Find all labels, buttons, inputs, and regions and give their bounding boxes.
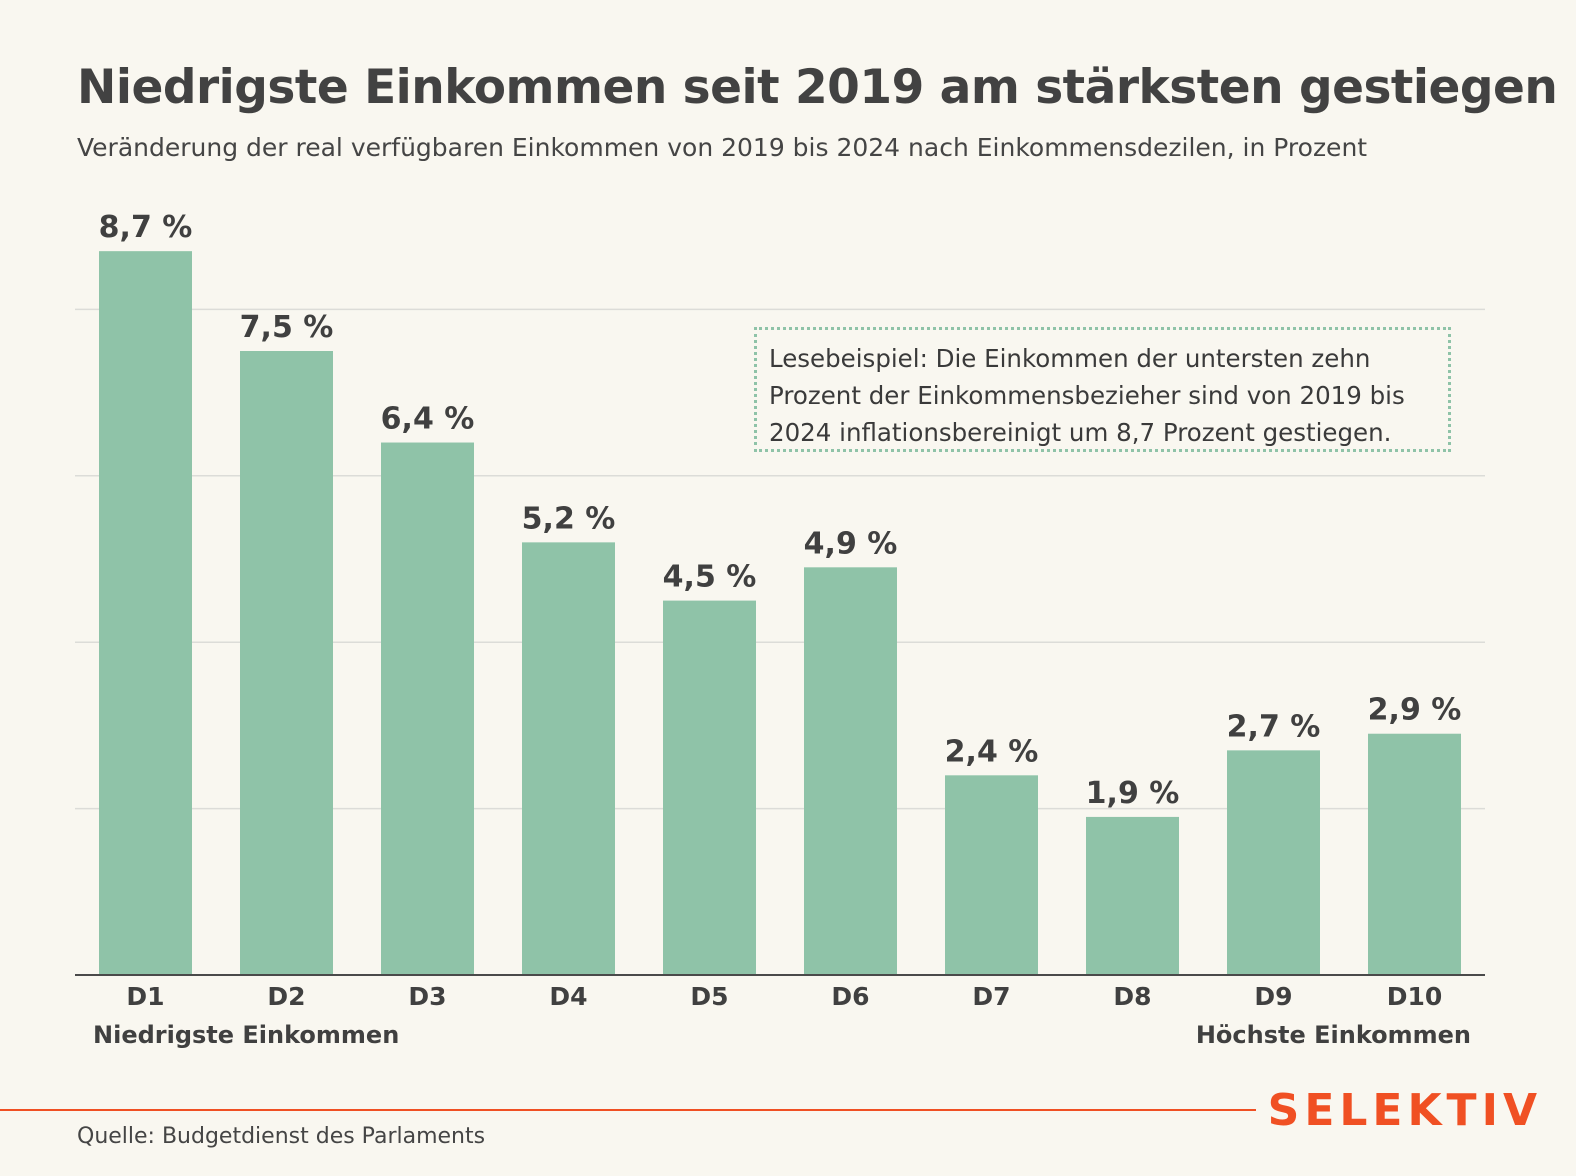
bar-d7 xyxy=(945,775,1038,975)
bar-d8 xyxy=(1086,816,1179,975)
category-label: D1 xyxy=(126,982,164,1011)
brand-logo[interactable]: SELEKTIV xyxy=(1267,1085,1542,1136)
highest-income-label: Höchste Einkommen xyxy=(1195,1021,1471,1049)
bar-d5 xyxy=(663,600,756,975)
bar-value-label: 1,9 % xyxy=(1086,776,1180,811)
bar-d10 xyxy=(1368,733,1461,975)
bar-value-label: 8,7 % xyxy=(99,210,193,245)
bar-d3 xyxy=(381,442,474,975)
bar-d9 xyxy=(1227,750,1320,975)
bar-d1 xyxy=(99,251,192,975)
category-label: D8 xyxy=(1113,982,1151,1011)
category-label: D10 xyxy=(1387,982,1443,1011)
bar-d4 xyxy=(522,542,615,975)
category-label: D2 xyxy=(267,982,305,1011)
bar-value-label: 4,9 % xyxy=(804,526,898,561)
bar-value-label: 5,2 % xyxy=(522,501,616,536)
category-label: D5 xyxy=(690,982,728,1011)
bar-value-label: 2,4 % xyxy=(945,734,1039,769)
category-label: D4 xyxy=(549,982,587,1011)
category-label: D9 xyxy=(1254,982,1292,1011)
bar-value-label: 4,5 % xyxy=(663,560,757,595)
bar-d6 xyxy=(804,567,897,975)
bar-value-label: 2,9 % xyxy=(1368,693,1462,728)
bar-value-label: 2,7 % xyxy=(1227,709,1321,744)
category-label: D3 xyxy=(408,982,446,1011)
chart-subtitle: Veränderung der real verfügbaren Einkomm… xyxy=(77,133,1368,162)
category-label: D7 xyxy=(972,982,1010,1011)
chart-title: Niedrigste Einkommen seit 2019 am stärks… xyxy=(77,60,1558,115)
bar-value-label: 7,5 % xyxy=(240,310,334,345)
footer-divider xyxy=(0,1109,1256,1111)
bar-value-label: 6,4 % xyxy=(381,402,475,437)
bar-d2 xyxy=(240,351,333,975)
lowest-income-label: Niedrigste Einkommen xyxy=(93,1021,400,1049)
source-note: Quelle: Budgetdienst des Parlaments xyxy=(77,1124,486,1149)
category-label: D6 xyxy=(831,982,869,1011)
reading-example-note: Lesebeispiel: Die Einkommen der unterste… xyxy=(754,327,1451,452)
